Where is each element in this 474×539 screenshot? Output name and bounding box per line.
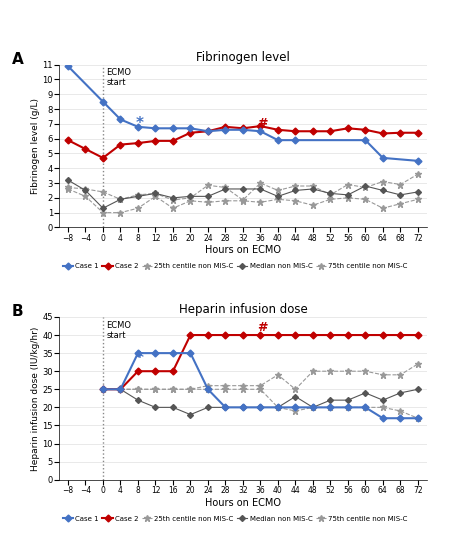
Legend: Case 1, Case 2, 25th centile non MIS-C, Median non MIS-C, 75th centile non MIS-C: Case 1, Case 2, 25th centile non MIS-C, … [63,516,408,522]
X-axis label: Hours on ECMO: Hours on ECMO [205,497,281,508]
Text: *: * [136,351,144,366]
Text: B: B [11,304,23,319]
Title: Fibrinogen level: Fibrinogen level [196,51,290,64]
Legend: Case 1, Case 2, 25th centile non MIS-C, Median non MIS-C, 75th centile non MIS-C: Case 1, Case 2, 25th centile non MIS-C, … [63,264,408,270]
Text: A: A [11,52,23,67]
Text: #: # [257,321,268,334]
Text: ECMO
start: ECMO start [107,67,131,87]
Text: #: # [257,116,268,129]
Y-axis label: Heparin infusion dose (IU/kg/hr): Heparin infusion dose (IU/kg/hr) [31,326,40,471]
Text: ECMO
start: ECMO start [107,321,131,340]
Title: Heparin infusion dose: Heparin infusion dose [179,303,307,316]
X-axis label: Hours on ECMO: Hours on ECMO [205,245,281,255]
Text: *: * [136,116,144,132]
Y-axis label: Fibrinogen level (g/L): Fibrinogen level (g/L) [31,98,40,194]
